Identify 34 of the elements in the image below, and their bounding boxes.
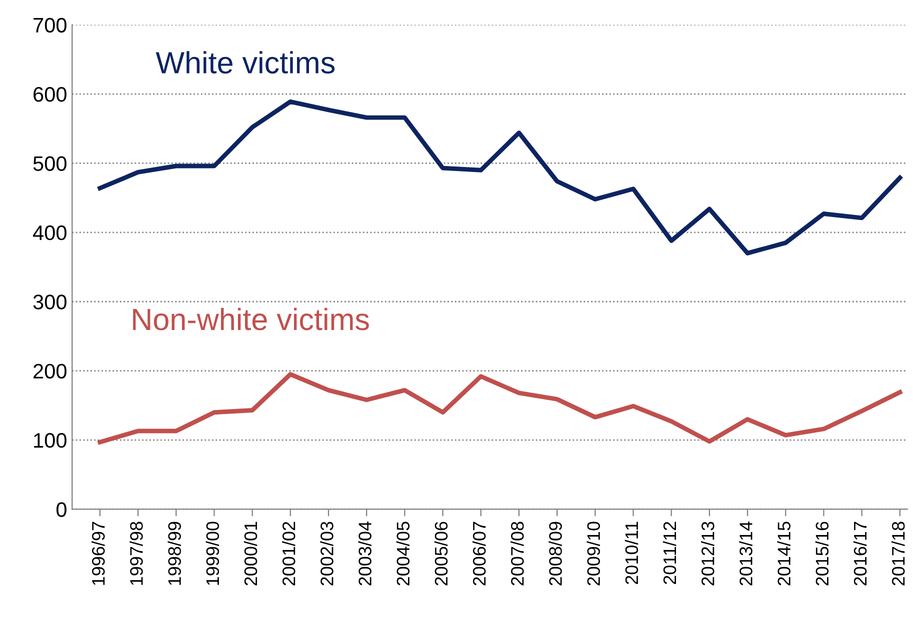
x-tick-label: 2017/18 xyxy=(891,522,905,586)
y-tick-label: 400 xyxy=(32,225,66,240)
x-tick-label: 1999/00 xyxy=(206,522,220,585)
y-tick-label: 500 xyxy=(33,156,66,171)
y-tick-label: 600 xyxy=(34,87,66,102)
x-tick-label: 2006/07 xyxy=(472,522,486,586)
x-tick-label: 1997/98 xyxy=(130,522,143,585)
line-series xyxy=(98,99,902,256)
series-label: White victims xyxy=(156,51,335,74)
x-tick-label: 1998/99 xyxy=(168,522,181,585)
y-tick-label: 700 xyxy=(34,18,66,33)
y-tick-label: 300 xyxy=(33,294,66,310)
x-tick-label: 2004/05 xyxy=(396,522,410,586)
x-tick-label: 2007/08 xyxy=(510,522,524,586)
y-tick-label: 100 xyxy=(34,433,66,448)
x-tick-label: 2001/02 xyxy=(282,522,296,586)
x-tick-label: 2012/13 xyxy=(701,522,714,586)
x-tick-label: 2011/12 xyxy=(662,522,676,584)
y-tick-label: 0 xyxy=(56,502,66,517)
y-tick-label: 200 xyxy=(34,364,66,379)
x-tick-label: 2005/06 xyxy=(434,522,448,586)
x-tick-label: 2010/11 xyxy=(624,522,638,584)
x-tick-label: 2000/01 xyxy=(244,522,258,586)
x-tick-label: 2014/15 xyxy=(777,522,790,586)
x-tick-label: 2013/14 xyxy=(739,522,752,586)
x-tick-label: 2015/16 xyxy=(815,522,829,586)
x-tick-label: 2008/09 xyxy=(548,522,562,586)
x-tick-label: 2016/17 xyxy=(853,522,867,586)
text: Non-white victims xyxy=(133,308,369,330)
line-series xyxy=(98,372,902,444)
x-tick-label: 2009/10 xyxy=(586,522,600,586)
x-tick-label: 2003/04 xyxy=(358,522,372,586)
x-tick-label: 2002/03 xyxy=(320,522,334,586)
x-tick-label: 1996/97 xyxy=(92,522,105,585)
